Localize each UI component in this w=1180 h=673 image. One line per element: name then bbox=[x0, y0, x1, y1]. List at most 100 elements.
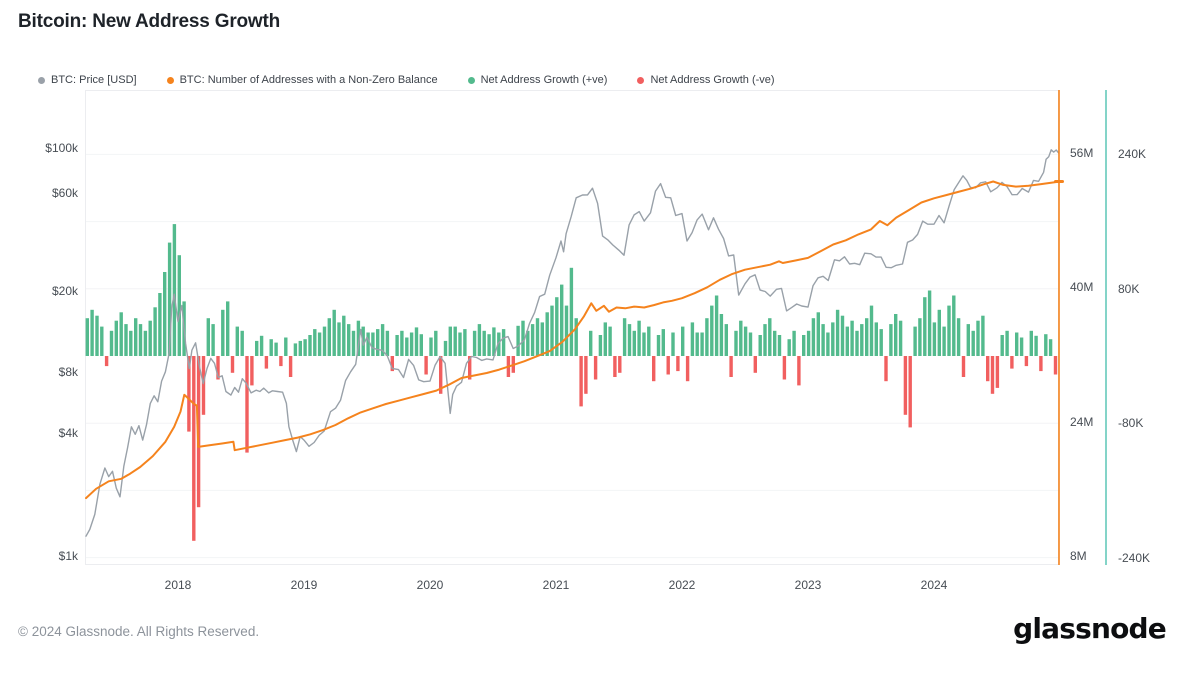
net-growth-positive-bar bbox=[226, 301, 230, 356]
net-growth-positive-bar bbox=[477, 324, 482, 356]
net-positive-dot-icon bbox=[467, 76, 475, 84]
net-growth-positive-bar bbox=[501, 329, 506, 356]
net-growth-negative-bar bbox=[676, 356, 680, 372]
net-growth-positive-bar bbox=[942, 326, 946, 356]
net-growth-negative-bar bbox=[797, 356, 801, 386]
tick-label: $20k bbox=[51, 283, 78, 298]
net-growth-positive-bar bbox=[743, 326, 748, 356]
net-growth-positive-bar bbox=[134, 318, 138, 356]
net-growth-positive-bar bbox=[1015, 332, 1019, 356]
net-growth-positive-bar bbox=[564, 305, 569, 356]
net-growth-positive-bar bbox=[129, 330, 133, 356]
net-growth-positive-bar bbox=[622, 318, 627, 356]
net-growth-negative-bar bbox=[593, 356, 598, 380]
legend-item-btc-price[interactable]: BTC: Price [USD] bbox=[38, 74, 137, 86]
net-growth-positive-bar bbox=[879, 329, 883, 356]
tick-label: 2022 bbox=[668, 578, 696, 592]
tick-label: 80K bbox=[1118, 281, 1140, 296]
net-growth-negative-bar bbox=[279, 356, 283, 367]
net-growth-positive-bar bbox=[671, 332, 675, 356]
net-growth-positive-bar bbox=[971, 330, 975, 356]
net-growth-positive-bar bbox=[317, 332, 322, 356]
net-growth-positive-bar bbox=[458, 332, 462, 356]
net-growth-positive-bar bbox=[894, 314, 898, 356]
net-growth-negative-bar bbox=[908, 356, 912, 428]
net-growth-positive-bar bbox=[865, 318, 869, 356]
net-growth-positive-bar bbox=[90, 309, 94, 356]
net-growth-positive-bar bbox=[172, 224, 177, 356]
net-growth-positive-bar bbox=[293, 343, 298, 356]
net-growth-positive-bar bbox=[947, 305, 951, 356]
net-growth-positive-bar bbox=[167, 242, 172, 356]
net-growth-positive-bar bbox=[516, 325, 520, 356]
net-growth-positive-bar bbox=[642, 332, 646, 356]
net-growth-axis-labels: 240K 80K -80K -240K bbox=[1118, 0, 1174, 673]
net-growth-positive-bar bbox=[211, 324, 215, 356]
net-growth-positive-bar bbox=[816, 312, 820, 356]
net-growth-negative-bar bbox=[1053, 356, 1058, 375]
net-growth-positive-bar bbox=[598, 335, 603, 356]
net-growth-positive-bar bbox=[259, 335, 264, 356]
net-growth-positive-bar bbox=[787, 339, 791, 356]
net-growth-negative-bar bbox=[884, 356, 888, 382]
net-growth-positive-bar bbox=[95, 315, 99, 356]
net-growth-positive-bar bbox=[448, 326, 452, 356]
tick-label: 8M bbox=[1070, 549, 1087, 563]
net-growth-positive-bar bbox=[739, 320, 743, 356]
net-growth-negative-bar bbox=[618, 356, 622, 373]
net-growth-positive-bar bbox=[695, 332, 699, 356]
net-growth-negative-bar bbox=[652, 356, 656, 382]
net-growth-positive-bar bbox=[356, 320, 361, 356]
tick-label: 2019 bbox=[290, 578, 318, 592]
price-series-dot-icon bbox=[38, 76, 45, 84]
net-growth-positive-bar bbox=[627, 324, 632, 356]
net-growth-positive-bar bbox=[85, 318, 89, 356]
net-growth-positive-bar bbox=[284, 337, 288, 356]
net-growth-positive-bar bbox=[119, 312, 123, 356]
net-growth-positive-bar bbox=[714, 295, 719, 356]
net-growth-positive-bar bbox=[647, 326, 651, 356]
net-growth-positive-bar bbox=[555, 297, 559, 356]
net-growth-positive-bar bbox=[923, 297, 927, 356]
addresses-series-dot-icon bbox=[166, 76, 174, 84]
tick-label: $4k bbox=[58, 426, 78, 441]
net-growth-positive-bar bbox=[545, 312, 549, 356]
net-growth-positive-bar bbox=[414, 327, 419, 356]
net-growth-positive-bar bbox=[952, 295, 956, 356]
net-growth-positive-bar bbox=[347, 324, 351, 356]
legend-item-net-growth-positive[interactable]: Net Address Growth (+ve) bbox=[467, 74, 607, 86]
net-growth-positive-bar bbox=[351, 330, 356, 356]
net-growth-positive-bar bbox=[913, 326, 917, 356]
net-growth-positive-bar bbox=[661, 329, 665, 356]
net-growth-positive-bar bbox=[1048, 339, 1053, 356]
net-growth-positive-bar bbox=[821, 324, 825, 356]
net-growth-positive-bar bbox=[889, 324, 893, 356]
net-growth-positive-bar bbox=[308, 335, 312, 356]
legend-item-net-growth-negative[interactable]: Net Address Growth (-ve) bbox=[637, 74, 775, 86]
net-growth-positive-bar bbox=[560, 284, 564, 356]
page-title: Bitcoin: New Address Growth bbox=[18, 11, 281, 32]
net-growth-positive-bar bbox=[724, 324, 728, 356]
net-growth-positive-bar bbox=[380, 324, 385, 356]
net-growth-positive-bar bbox=[976, 320, 980, 356]
net-growth-positive-bar bbox=[840, 315, 845, 356]
legend-label: Net Address Growth (-ve) bbox=[650, 74, 775, 86]
net-growth-positive-bar bbox=[298, 340, 302, 356]
net-growth-positive-bar bbox=[710, 305, 714, 356]
net-growth-positive-bar bbox=[1000, 335, 1004, 356]
net-growth-positive-bar bbox=[835, 309, 840, 356]
net-growth-negative-bar bbox=[216, 356, 220, 380]
net-growth-positive-bar bbox=[463, 329, 467, 356]
net-growth-negative-bar bbox=[250, 356, 254, 386]
net-growth-positive-bar bbox=[734, 330, 738, 356]
legend-item-nonzero-addresses[interactable]: BTC: Number of Addresses with a Non-Zero… bbox=[166, 74, 438, 86]
net-growth-negative-bar bbox=[782, 356, 787, 380]
net-growth-positive-bar bbox=[874, 322, 878, 356]
net-growth-negative-bar bbox=[729, 356, 733, 377]
net-growth-positive-bar bbox=[869, 305, 874, 356]
net-growth-positive-bar bbox=[937, 309, 941, 356]
net-negative-dot-icon bbox=[637, 76, 645, 84]
net-growth-positive-bar bbox=[1019, 337, 1024, 356]
net-growth-positive-bar bbox=[322, 326, 327, 356]
